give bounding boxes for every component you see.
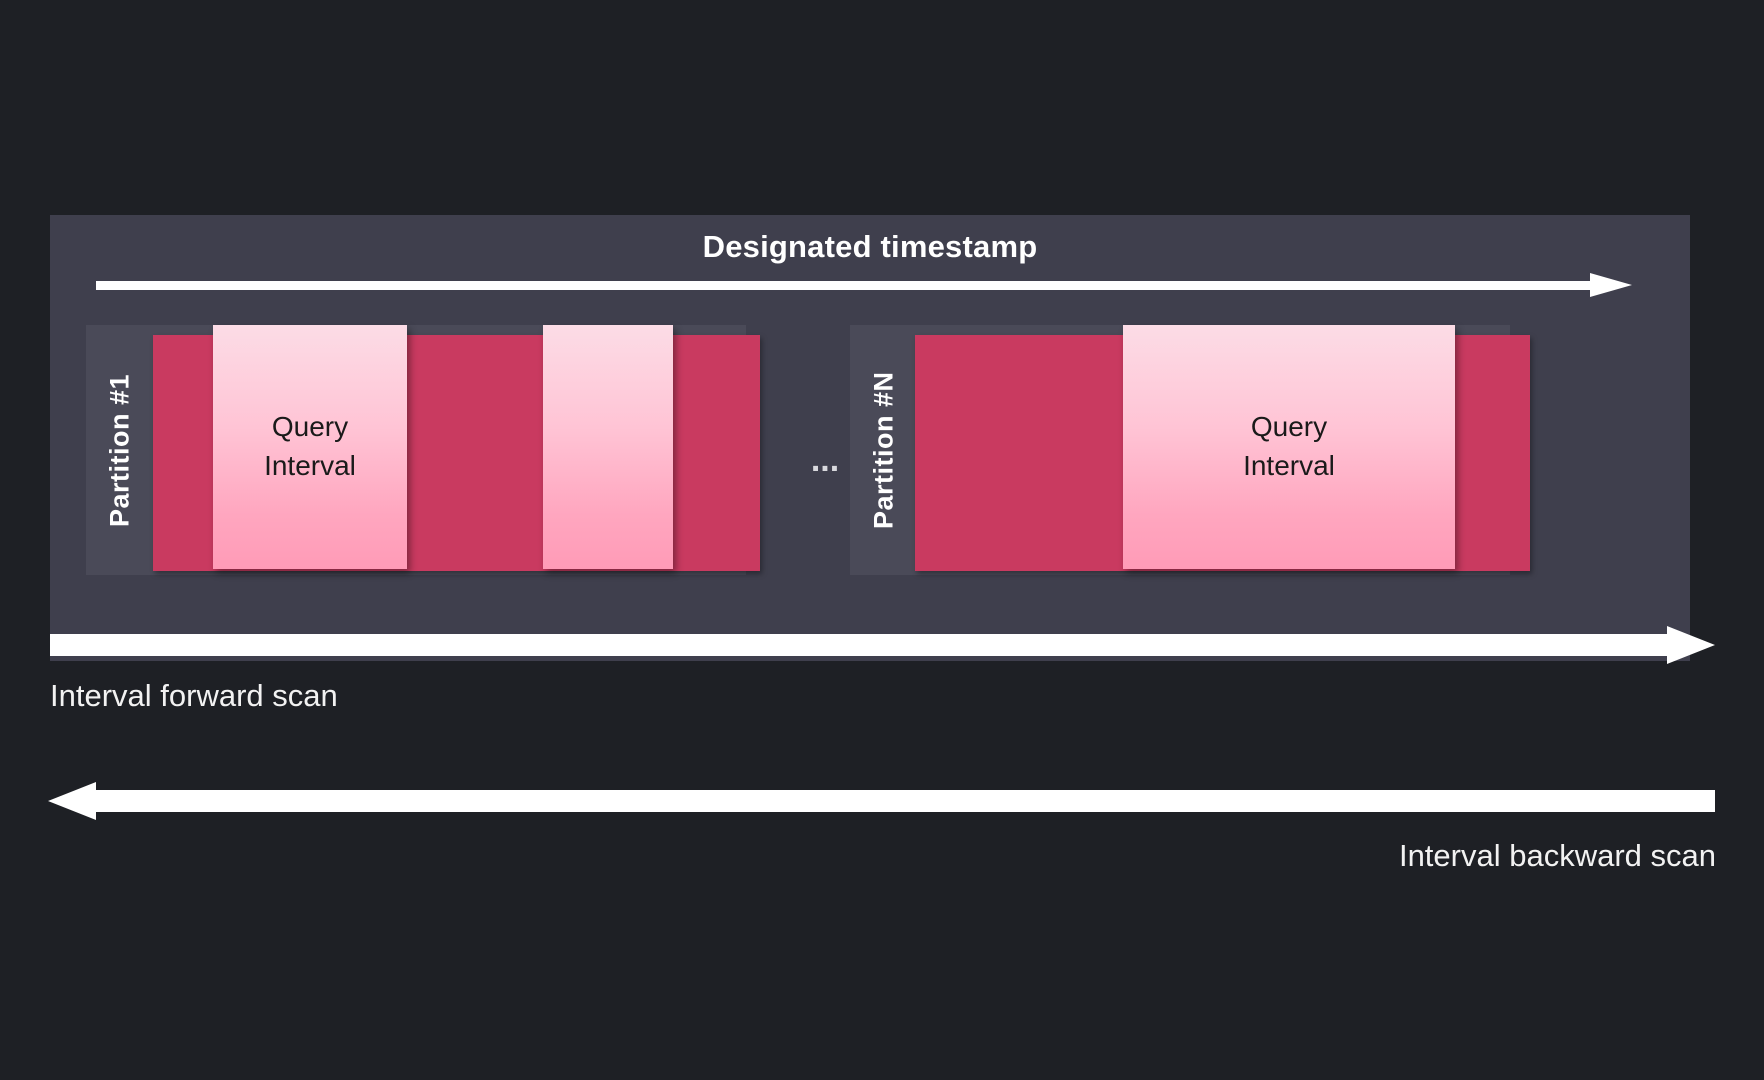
- arrow-shaft: [93, 790, 1715, 812]
- partitions-ellipsis: ...: [810, 441, 840, 479]
- query-interval-1a: Query Interval: [213, 325, 407, 569]
- interval-backward-scan-label: Interval backward scan: [1398, 838, 1716, 873]
- arrow-shaft: [96, 281, 1594, 290]
- query-interval-line1: Query: [1250, 411, 1328, 443]
- interval-backward-scan-arrow: [48, 782, 1715, 820]
- query-interval-line2: Interval: [264, 450, 356, 481]
- designated-timestamp-axis-arrow: [96, 273, 1632, 297]
- arrow-right-icon: [1590, 273, 1632, 297]
- arrow-shaft: [50, 634, 1670, 656]
- arrow-left-icon: [48, 782, 96, 820]
- interval-forward-scan-label: Interval forward scan: [50, 678, 338, 713]
- query-interval-line1: Query: [271, 411, 349, 443]
- page-title: Designated timestamp: [702, 229, 1038, 264]
- query-interval-n: Query Interval: [1123, 325, 1455, 569]
- query-interval-1b: [543, 325, 673, 569]
- interval-forward-scan-arrow: [50, 626, 1715, 664]
- partition-label-n: Partition #N: [868, 371, 899, 529]
- partition-label-1: Partition #1: [104, 373, 135, 527]
- query-interval-line2: Interval: [1243, 450, 1335, 481]
- partition-block-n: Partition #N Query Interval: [850, 325, 1530, 575]
- designated-timestamp-panel: Designated timestamp Partition #1 Query …: [50, 215, 1690, 661]
- partition-block-1: Partition #1 Query Interval: [86, 325, 760, 575]
- arrow-right-icon: [1667, 626, 1715, 664]
